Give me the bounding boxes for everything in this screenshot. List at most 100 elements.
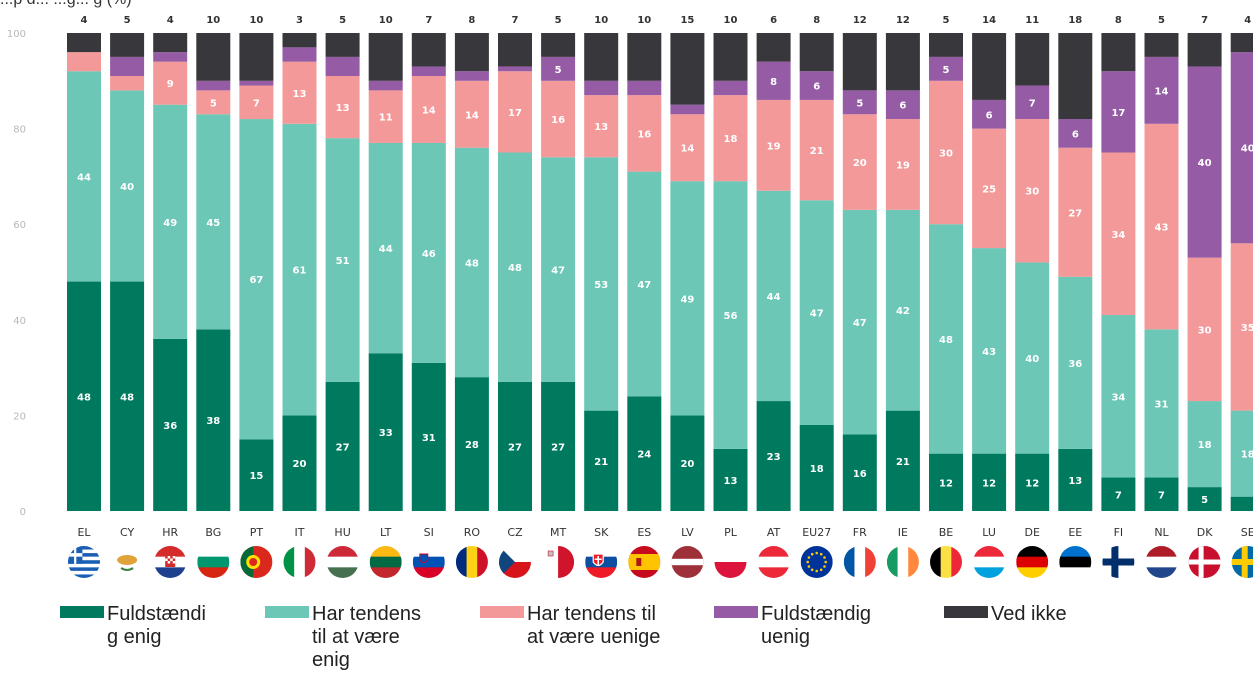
bar-segment bbox=[799, 424, 834, 511]
bar-segment bbox=[282, 61, 317, 124]
bar-segment bbox=[325, 381, 360, 511]
category-label: LV bbox=[681, 526, 694, 539]
y-tick-label: 80 bbox=[13, 125, 26, 136]
data-label-top: 3 bbox=[296, 15, 303, 26]
legend-label: Fuldstændig uenig bbox=[761, 603, 872, 648]
bar-segment bbox=[196, 80, 231, 91]
data-label: 30 bbox=[939, 149, 953, 160]
bar-segment bbox=[1144, 329, 1179, 478]
data-label: 14 bbox=[680, 144, 694, 155]
category-label: PT bbox=[250, 526, 264, 539]
bar-segment bbox=[498, 66, 532, 72]
data-label-top: 4 bbox=[81, 15, 88, 26]
data-label: 6 bbox=[899, 101, 906, 112]
legend-item-fuldstaendig-uenig: Fuldstændig uenig bbox=[714, 603, 931, 649]
bar-segment bbox=[756, 61, 791, 100]
flag-icon-slovenia bbox=[412, 546, 445, 578]
bar-segment bbox=[1187, 401, 1222, 488]
data-label: 20 bbox=[853, 158, 867, 169]
data-label: 34 bbox=[1111, 392, 1125, 403]
bar-segment bbox=[1230, 410, 1253, 497]
bar-segment bbox=[1058, 147, 1093, 277]
data-label: 34 bbox=[1111, 230, 1125, 241]
bar-segment bbox=[584, 33, 619, 81]
chart-title-partial: ...p d... ...g... g (%) bbox=[0, 0, 132, 9]
bar-segment bbox=[972, 128, 1007, 249]
data-label: 17 bbox=[1111, 108, 1125, 119]
bar-segment bbox=[67, 281, 101, 511]
bar-segment bbox=[368, 90, 403, 143]
bar-segment bbox=[411, 362, 446, 511]
bar-segment bbox=[368, 142, 403, 354]
data-label: 14 bbox=[465, 110, 479, 121]
data-label: 7 bbox=[1029, 98, 1036, 109]
data-label: 8 bbox=[770, 77, 777, 88]
bar-segment bbox=[1058, 119, 1093, 148]
bar-segment bbox=[627, 33, 662, 81]
data-label: 47 bbox=[810, 309, 824, 320]
bar-segment bbox=[756, 190, 791, 402]
data-label: 5 bbox=[856, 98, 863, 109]
flag-icon-finland bbox=[1102, 546, 1135, 578]
data-label-top: 18 bbox=[1068, 15, 1082, 26]
bar-segment bbox=[1230, 243, 1253, 411]
data-label: 42 bbox=[896, 306, 910, 317]
y-tick-label: 20 bbox=[13, 411, 26, 422]
data-label: 28 bbox=[465, 440, 479, 451]
bar-segment bbox=[110, 90, 145, 282]
data-label: 48 bbox=[120, 392, 134, 403]
data-label: 14 bbox=[422, 105, 436, 116]
bar-segment bbox=[885, 119, 920, 210]
flag-icon-czech bbox=[499, 546, 531, 578]
bar-segment bbox=[972, 33, 1007, 100]
data-label: 27 bbox=[508, 442, 522, 453]
bar-segment bbox=[239, 33, 274, 81]
legend-swatch bbox=[714, 606, 758, 618]
bar-segment bbox=[929, 80, 963, 225]
bar-segment bbox=[153, 338, 188, 511]
data-label: 5 bbox=[1201, 495, 1208, 506]
bar-segment bbox=[541, 381, 576, 511]
bar-segment bbox=[929, 224, 963, 454]
category-label: LU bbox=[982, 526, 996, 539]
data-label: 44 bbox=[379, 244, 393, 255]
data-label: 49 bbox=[163, 218, 177, 229]
data-label: 23 bbox=[767, 452, 781, 463]
bar-segment bbox=[282, 415, 317, 511]
bar-segment bbox=[627, 95, 662, 172]
flag-icon-sweden bbox=[1231, 546, 1253, 578]
data-label: 18 bbox=[724, 134, 738, 145]
legend-label: Fuldstændi g enig bbox=[107, 603, 206, 648]
category-label: EE bbox=[1068, 526, 1082, 539]
bar-segment bbox=[627, 80, 662, 96]
bar-segment bbox=[885, 209, 920, 411]
flag-icon-germany bbox=[1016, 546, 1049, 578]
data-label: 33 bbox=[379, 428, 393, 439]
data-label: 40 bbox=[1198, 158, 1212, 169]
category-label: NL bbox=[1154, 526, 1169, 539]
data-label-top: 14 bbox=[982, 15, 996, 26]
bar-segment bbox=[1101, 152, 1136, 316]
category-label: AT bbox=[767, 526, 781, 539]
data-label: 19 bbox=[767, 141, 781, 152]
data-label: 16 bbox=[637, 129, 651, 140]
flag-icon-austria bbox=[757, 546, 790, 578]
data-label: 24 bbox=[637, 450, 651, 461]
bar-segment bbox=[1015, 453, 1050, 511]
bar-segment bbox=[1187, 66, 1222, 258]
flag-icon-croatia bbox=[154, 546, 187, 578]
category-label: FI bbox=[1114, 526, 1124, 539]
bar-segment bbox=[325, 33, 360, 57]
bar-segment bbox=[153, 104, 188, 339]
data-label: 5 bbox=[210, 98, 217, 109]
bar-segment bbox=[498, 152, 532, 382]
bar-segment bbox=[584, 157, 619, 411]
data-label-top: 4 bbox=[1244, 15, 1251, 26]
bar-segment bbox=[454, 147, 489, 378]
legend-swatch bbox=[944, 606, 988, 618]
flag-icon-denmark bbox=[1188, 546, 1221, 578]
bar-segment bbox=[713, 448, 748, 511]
bar-segment bbox=[885, 410, 920, 511]
bar-segment bbox=[110, 33, 145, 57]
data-label: 46 bbox=[422, 249, 436, 260]
